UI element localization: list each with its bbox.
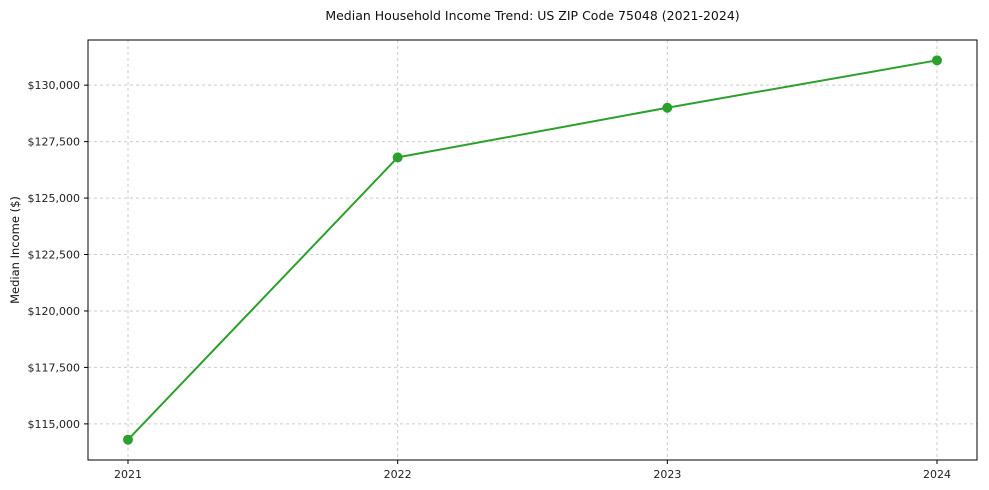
data-point-2022	[392, 152, 403, 163]
plot-border	[87, 39, 978, 461]
data-point-2021	[123, 434, 133, 445]
y-tick-label: $122,500	[28, 249, 81, 262]
x-tick-label: 2023	[653, 468, 681, 481]
y-tick-label: $120,000	[28, 305, 81, 318]
y-tick-label: $127,500	[28, 136, 81, 149]
x-tick-label: 2024	[923, 468, 951, 481]
y-tick-label: $117,500	[28, 361, 81, 374]
x-tick-label: 2022	[384, 468, 412, 481]
trend-line	[127, 59, 938, 441]
data-point-2023	[662, 102, 673, 113]
data-point-2024	[932, 55, 942, 66]
y-tick-label: $115,000	[28, 418, 81, 431]
chart-title: Median Household Income Trend: US ZIP Co…	[325, 8, 740, 23]
y-tick-label: $130,000	[28, 79, 81, 92]
y-tick-label: $125,000	[28, 192, 81, 205]
x-tick-label: 2021	[114, 468, 142, 481]
